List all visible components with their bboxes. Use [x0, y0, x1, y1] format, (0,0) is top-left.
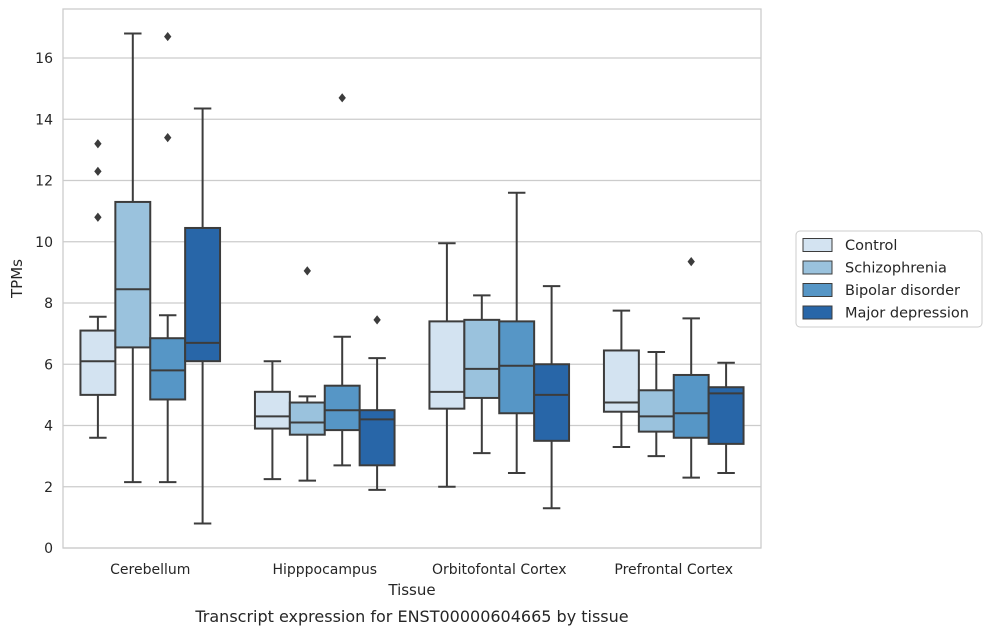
box-bipolar-disorder	[323, 93, 361, 467]
legend-label: Control	[845, 238, 897, 254]
outlier-point	[164, 133, 172, 143]
y-axis-ticks: 0 2 4 6 8 10 12 14 16	[35, 51, 53, 557]
y-tick-label: 6	[44, 357, 53, 373]
outlier-point	[373, 315, 381, 325]
box-control	[602, 309, 640, 448]
outlier-point	[164, 31, 172, 42]
box-major-depression	[358, 315, 396, 491]
y-tick-label: 16	[35, 51, 53, 67]
x-axis-ticks: Cerebellum Hipppocampus Orbitofontal Corte…	[110, 562, 733, 578]
box-bipolar-disorder	[149, 31, 187, 484]
x-axis-label: Tissue	[387, 581, 435, 599]
box-bipolar-disorder	[672, 257, 710, 479]
x-tick-label: Prefrontal Cortex	[614, 562, 733, 578]
box-control	[79, 139, 117, 439]
legend-swatch	[802, 238, 833, 252]
legend: Control Schizophrenia Bipolar disorder Majo…	[795, 230, 983, 328]
y-axis-label: TPMs	[8, 259, 26, 299]
plot-area-frame	[62, 8, 762, 549]
outlier-point	[94, 139, 102, 149]
box-iqr	[184, 226, 222, 363]
box-iqr	[253, 390, 291, 430]
legend-swatch	[802, 283, 833, 297]
outlier-point	[687, 257, 695, 267]
legend-swatch	[802, 260, 833, 275]
box-schizophrenia	[114, 32, 152, 484]
box-major-depression	[533, 285, 571, 510]
legend-label: Bipolar disorder	[845, 283, 960, 299]
box-bipolar-disorder	[498, 191, 536, 474]
chart-caption: Transcript expression for ENST0000060466…	[194, 607, 628, 626]
box-iqr	[672, 373, 710, 439]
box-iqr	[533, 363, 571, 442]
y-tick-label: 10	[35, 235, 53, 251]
outlier-point	[338, 93, 346, 103]
box-iqr	[288, 401, 326, 436]
y-tick-label: 4	[44, 419, 53, 435]
box-iqr	[602, 349, 640, 413]
y-tick-label: 2	[44, 480, 53, 496]
box-iqr	[463, 318, 501, 399]
outlier-point	[303, 266, 311, 276]
box-iqr	[428, 320, 466, 410]
y-tick-label: 14	[35, 112, 53, 128]
box-control	[428, 242, 466, 488]
box-iqr	[114, 200, 152, 349]
legend-label: Major depression	[845, 306, 969, 322]
x-tick-label: Orbitofontal Cortex	[432, 562, 567, 578]
box-series-group	[79, 31, 745, 525]
outlier-point	[94, 166, 102, 176]
legend-swatch	[802, 305, 833, 320]
outlier-point	[94, 212, 102, 222]
x-tick-label: Hipppocampus	[272, 562, 377, 578]
box-major-depression	[707, 361, 745, 474]
legend-box	[795, 230, 983, 328]
box-schizophrenia	[463, 294, 501, 455]
box-iqr	[707, 386, 745, 445]
y-tick-label: 12	[35, 174, 53, 190]
box-iqr	[79, 329, 117, 396]
box-iqr	[637, 389, 675, 433]
box-iqr	[498, 320, 536, 415]
x-tick-label: Cerebellum	[110, 562, 190, 578]
box-iqr	[323, 384, 361, 432]
legend-label: Schizophrenia	[845, 261, 947, 277]
y-tick-label: 8	[44, 296, 53, 312]
y-tick-label: 0	[44, 541, 53, 557]
box-control	[253, 360, 291, 481]
box-iqr	[149, 337, 187, 401]
box-major-depression	[184, 107, 222, 525]
